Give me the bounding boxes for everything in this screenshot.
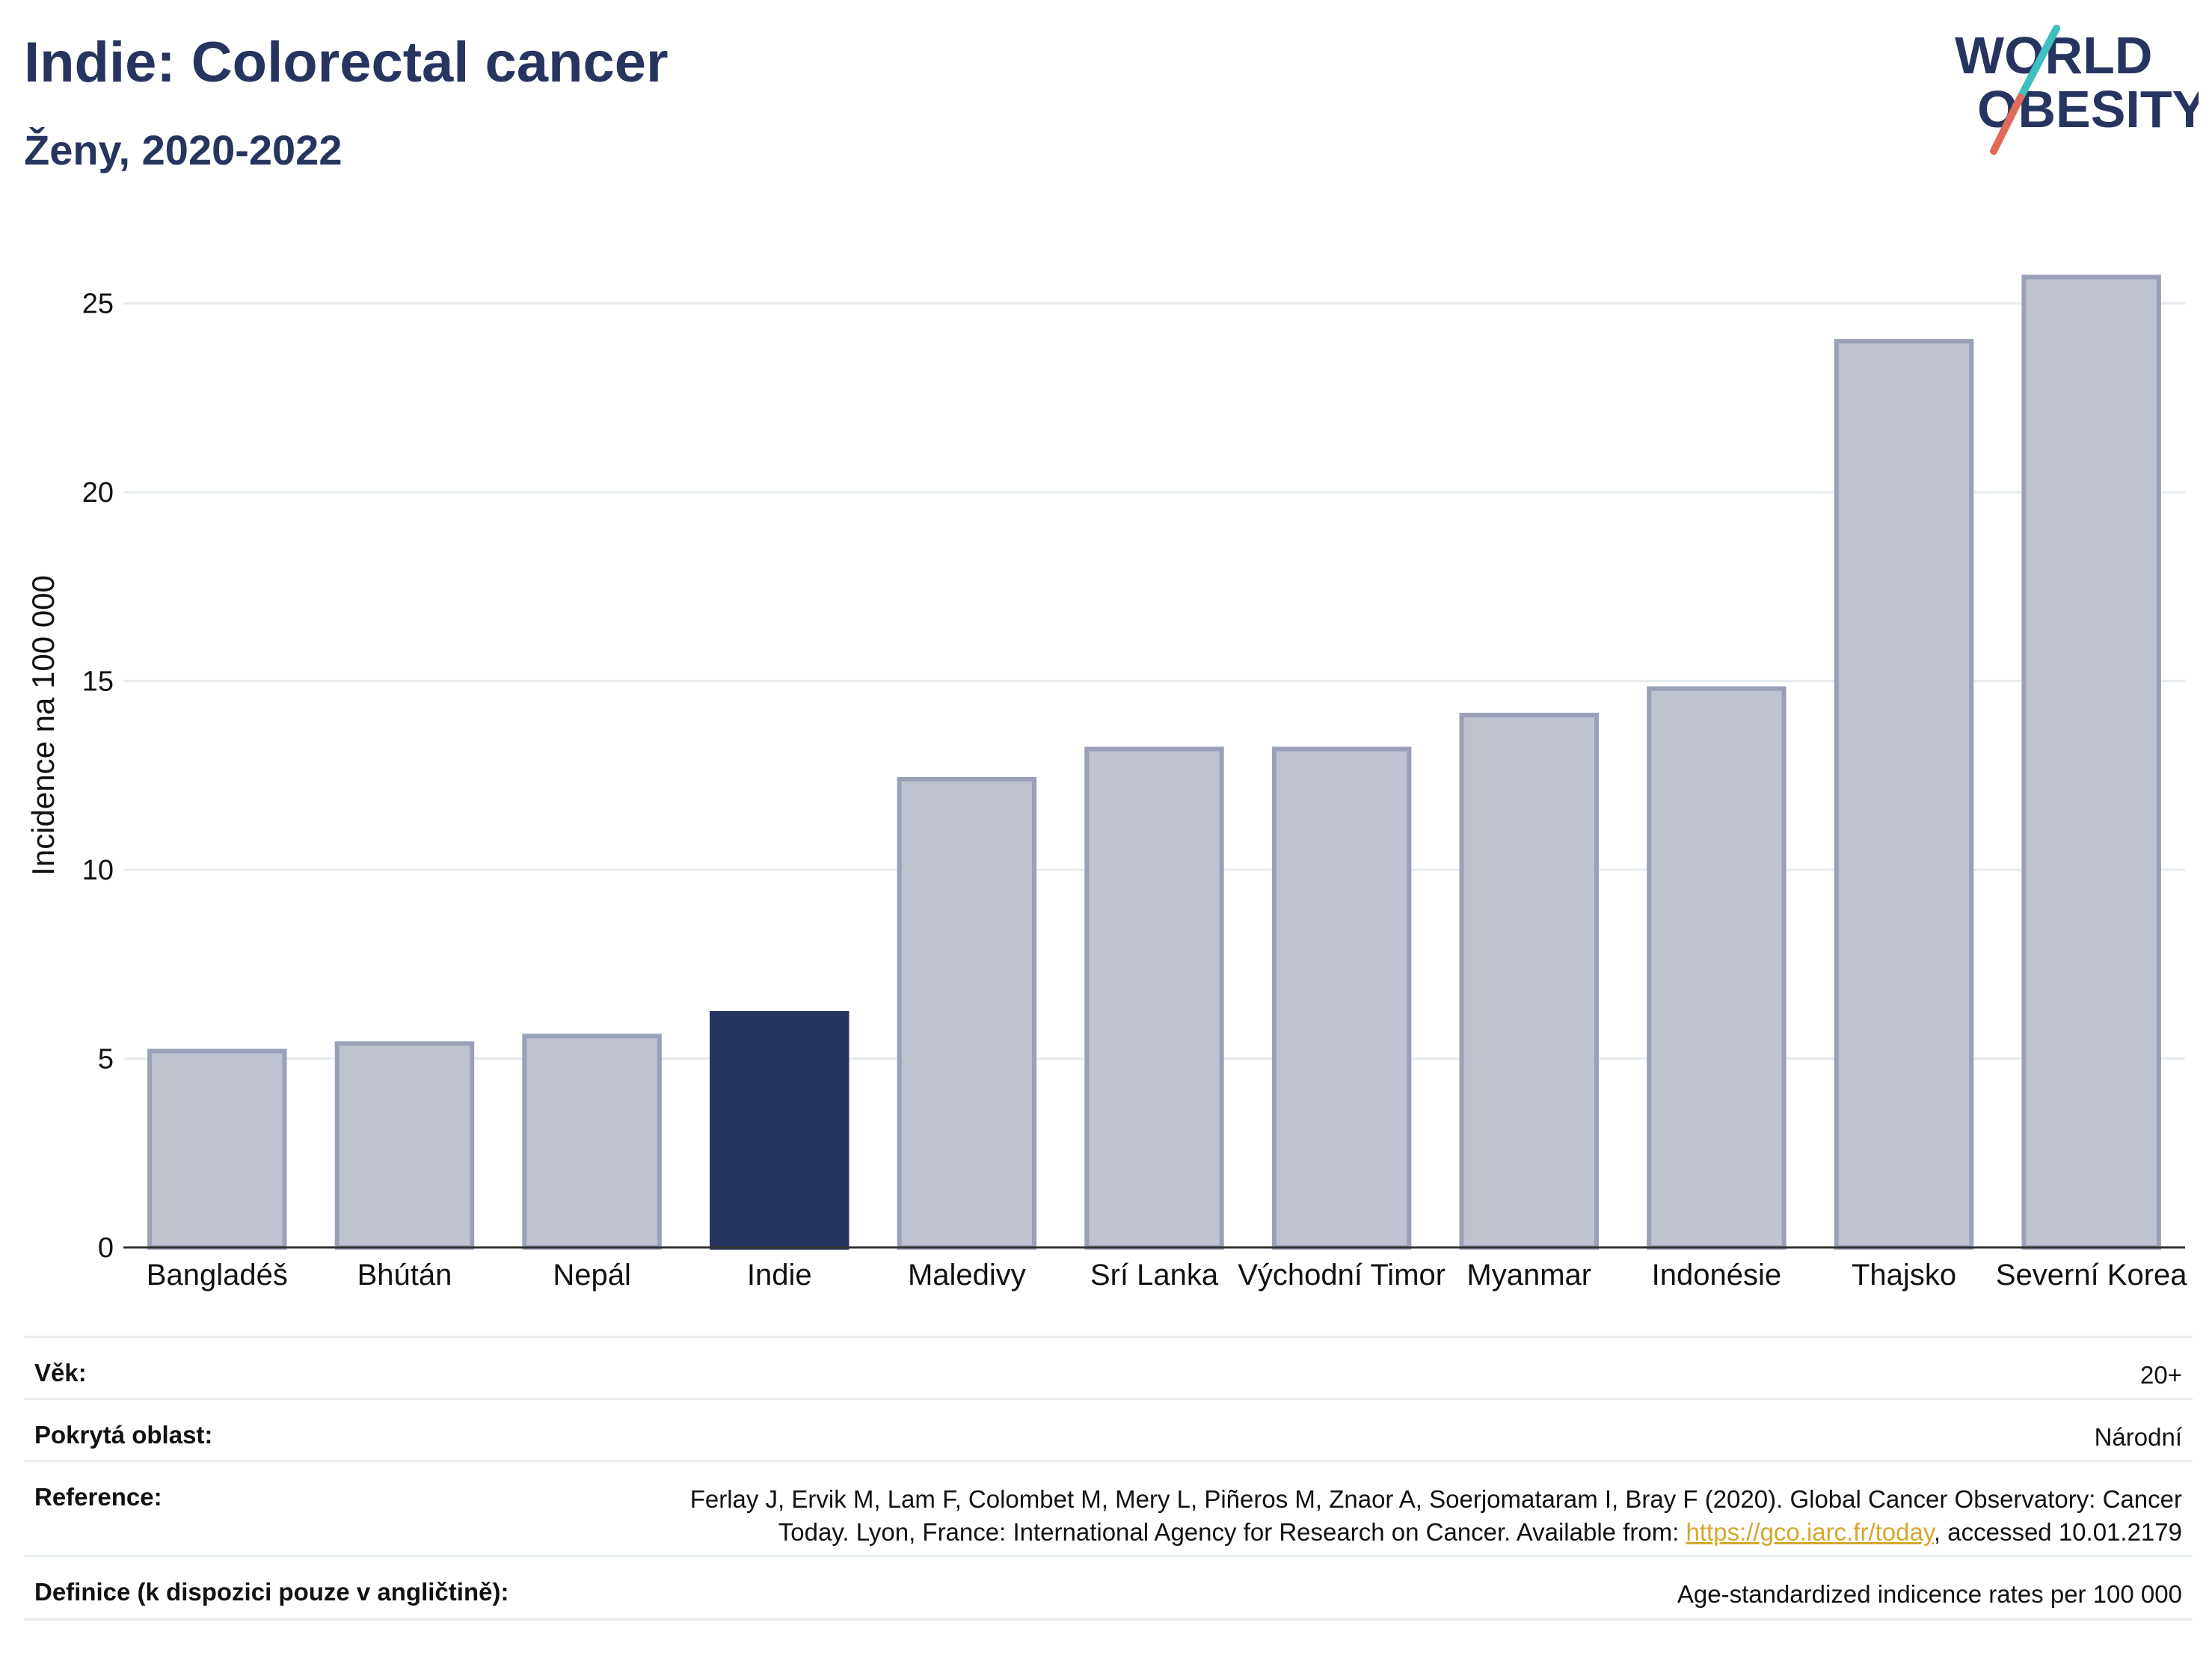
y-tick-label: 5	[98, 1044, 114, 1075]
meta-row-definition: Definice (k dispozici pouze v angličtině…	[24, 1557, 2193, 1621]
bar-4	[709, 1010, 850, 1250]
x-tick-label: Thajsko	[1852, 1259, 1956, 1292]
x-tick-label: Bangladéš	[147, 1259, 288, 1292]
x-tick-label: Myanmar	[1466, 1259, 1591, 1292]
y-tick-label: 25	[82, 289, 114, 320]
bar-7	[1271, 746, 1412, 1250]
x-axis-labels: Bangladéš Bhútán Nepál Indie Maledivy Srí Lan…	[147, 1259, 2187, 1292]
x-tick-label: Srí Lanka	[1090, 1259, 1219, 1292]
bar-6	[1084, 746, 1224, 1250]
bar-3	[522, 1034, 662, 1250]
metadata-table: Věk: 20+ Pokrytá oblast: Národní Referen…	[24, 1336, 2193, 1621]
reference-line-2-suffix: , accessed 10.01.2179	[1933, 1518, 2182, 1546]
x-tick-label: Nepál	[553, 1259, 631, 1292]
y-tick-label: 10	[82, 855, 114, 886]
bar-9	[1647, 686, 1787, 1250]
x-tick-label: Indonésie	[1652, 1259, 1781, 1292]
meta-key-definition: Definice (k dispozici pouze v angličtině…	[34, 1578, 509, 1606]
meta-value-age: 20+	[2140, 1361, 2182, 1389]
meta-value-definition: Age-standardized indicence rates per 100…	[1677, 1580, 2182, 1608]
x-tick-label: Bhútán	[357, 1259, 452, 1292]
meta-row-coverage: Pokrytá oblast: Národní	[24, 1400, 2193, 1462]
x-tick-label: Maledivy	[908, 1259, 1026, 1292]
x-tick-label: Indie	[747, 1259, 812, 1292]
y-axis-title: Incidence na 100 000	[25, 575, 61, 876]
x-tick-label: Severní Korea	[1996, 1259, 2187, 1292]
bar-11	[2021, 274, 2161, 1250]
bar-8	[1459, 713, 1600, 1250]
bar-1	[147, 1048, 287, 1250]
y-tick-label: 20	[82, 477, 114, 509]
bar-chart: Bangladéš Bhútán Nepál Indie Maledivy Srí Lan…	[25, 274, 2187, 1292]
chart-subtitle: Ženy, 2020-2022	[24, 126, 342, 174]
meta-key-age: Věk:	[34, 1359, 87, 1387]
meta-row-age: Věk: 20+	[24, 1338, 2193, 1400]
bars-layer	[147, 274, 2161, 1250]
bar-10	[1834, 339, 1974, 1250]
meta-value-coverage: Národní	[2094, 1423, 2182, 1451]
x-tick-label: Východní Timor	[1238, 1259, 1446, 1292]
meta-value-reference: Ferlay J, Ervik M, Lam F, Colombet M, Me…	[690, 1483, 2182, 1549]
reference-line-1: Ferlay J, Ervik M, Lam F, Colombet M, Me…	[689, 1485, 2182, 1513]
chart-title: Indie: Colorectal cancer	[24, 31, 669, 94]
bar-2	[334, 1041, 475, 1250]
world-obesity-logo: WORLD OBESITY	[1952, 15, 2207, 165]
y-tick-label: 15	[82, 666, 114, 698]
logo-slash-top	[2017, 25, 2060, 101]
bar-5	[897, 776, 1037, 1250]
meta-key-coverage: Pokrytá oblast:	[34, 1421, 213, 1449]
y-tick-label: 0	[98, 1232, 114, 1264]
meta-key-reference: Reference:	[34, 1483, 162, 1511]
reference-link[interactable]: https://gco.iarc.fr/today	[1686, 1518, 1934, 1546]
meta-row-reference: Reference: Ferlay J, Ervik M, Lam F, Col…	[24, 1462, 2193, 1557]
y-axis-labels: 0 5 10 15 20 25	[82, 289, 114, 1264]
reference-line-2-prefix: Today. Lyon, France: International Agenc…	[778, 1518, 1686, 1546]
logo-slash-bottom	[1990, 93, 2024, 155]
